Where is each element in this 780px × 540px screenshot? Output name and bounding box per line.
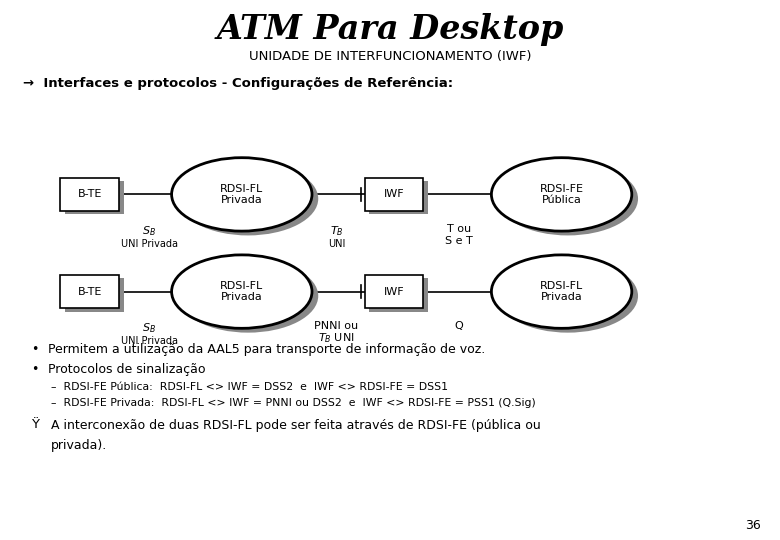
- Text: RDSI-FL
Privada: RDSI-FL Privada: [220, 281, 264, 302]
- Text: privada).: privada).: [51, 439, 107, 452]
- Text: •: •: [31, 363, 38, 376]
- Text: UNI Privada: UNI Privada: [121, 239, 178, 249]
- FancyBboxPatch shape: [61, 178, 119, 211]
- Text: IWF: IWF: [384, 287, 404, 296]
- Text: –  RDSI-FE Privada:  RDSI-FL <> IWF = PNNI ou DSS2  e  IWF <> RDSI-FE = PSS1 (Q.: – RDSI-FE Privada: RDSI-FL <> IWF = PNNI…: [51, 398, 535, 408]
- Ellipse shape: [178, 259, 318, 333]
- Ellipse shape: [498, 259, 638, 333]
- Text: B-TE: B-TE: [77, 287, 102, 296]
- Text: A interconexão de duas RDSI-FL pode ser feita através de RDSI-FE (pública ou: A interconexão de duas RDSI-FL pode ser …: [51, 418, 541, 431]
- Text: RDSI-FE
Pública: RDSI-FE Pública: [540, 184, 583, 205]
- Text: $T_B$ UNI: $T_B$ UNI: [318, 331, 355, 345]
- Ellipse shape: [172, 255, 312, 328]
- Ellipse shape: [491, 158, 632, 231]
- Text: 36: 36: [745, 519, 760, 532]
- FancyBboxPatch shape: [370, 181, 427, 214]
- Text: T ou
S e T: T ou S e T: [445, 224, 473, 246]
- FancyBboxPatch shape: [365, 178, 423, 211]
- Ellipse shape: [178, 162, 318, 235]
- Text: Q: Q: [455, 321, 463, 332]
- Text: RDSI-FL
Privada: RDSI-FL Privada: [540, 281, 583, 302]
- Text: $S_B$: $S_B$: [142, 321, 156, 335]
- Text: $T_B$: $T_B$: [330, 224, 343, 238]
- Text: UNIDADE DE INTERFUNCIONAMENTO (IWF): UNIDADE DE INTERFUNCIONAMENTO (IWF): [249, 50, 531, 63]
- Text: –  RDSI-FE Pública:  RDSI-FL <> IWF = DSS2  e  IWF <> RDSI-FE = DSS1: – RDSI-FE Pública: RDSI-FL <> IWF = DSS2…: [51, 382, 448, 393]
- Ellipse shape: [172, 158, 312, 231]
- Text: UNI: UNI: [328, 239, 345, 249]
- FancyBboxPatch shape: [66, 181, 124, 214]
- FancyBboxPatch shape: [370, 278, 427, 312]
- Text: •: •: [31, 343, 38, 356]
- Text: B-TE: B-TE: [77, 190, 102, 199]
- FancyBboxPatch shape: [61, 275, 119, 308]
- Text: ATM Para Desktop: ATM Para Desktop: [216, 13, 564, 46]
- Text: Protocolos de sinalização: Protocolos de sinalização: [48, 363, 206, 376]
- FancyBboxPatch shape: [365, 275, 423, 308]
- Text: UNI Privada: UNI Privada: [121, 336, 178, 346]
- Text: PNNI ou: PNNI ou: [314, 321, 359, 332]
- FancyBboxPatch shape: [66, 278, 124, 312]
- Text: IWF: IWF: [384, 190, 404, 199]
- Text: $S_B$: $S_B$: [142, 224, 156, 238]
- Text: →  Interfaces e protocolos - Configurações de Referência:: → Interfaces e protocolos - Configuraçõe…: [23, 77, 453, 90]
- Text: RDSI-FL
Privada: RDSI-FL Privada: [220, 184, 264, 205]
- Text: Permitem a utilização da AAL5 para transporte de informação de voz.: Permitem a utilização da AAL5 para trans…: [48, 343, 486, 356]
- Ellipse shape: [491, 255, 632, 328]
- Ellipse shape: [498, 162, 638, 235]
- Text: Ÿ: Ÿ: [31, 418, 39, 431]
